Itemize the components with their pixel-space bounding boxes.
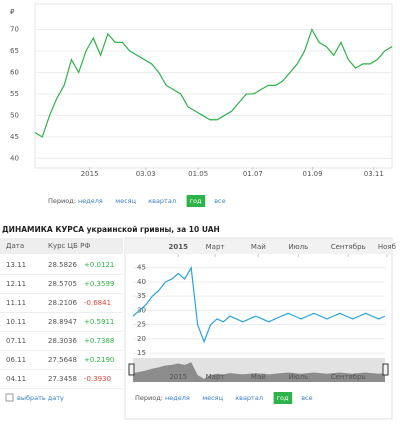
x-tick-label: 2015	[168, 243, 188, 251]
date-picker-link[interactable]: выбрать дату	[17, 394, 64, 402]
y-tick-label: 70	[10, 25, 19, 33]
period-label: Период:	[135, 394, 163, 402]
cell-date: 10.11	[6, 318, 26, 326]
period-option[interactable]: месяц	[115, 197, 136, 205]
navigator-handle[interactable]	[382, 363, 389, 376]
cell-change: +0.0121	[84, 261, 114, 269]
y-unit: ₽	[10, 8, 15, 16]
navigator-label: 2015	[169, 373, 187, 381]
y-tick-label: 20	[137, 335, 146, 343]
cell-rate: 28.5705	[48, 280, 77, 288]
top-plot-frame	[34, 3, 393, 169]
cell-date: 04.11	[6, 375, 26, 383]
y-tick-label: 55	[10, 90, 19, 98]
period-option[interactable]: неделя	[78, 197, 103, 205]
cell-change: -0.6841	[84, 299, 111, 307]
x-tick-label: 01.05	[188, 170, 208, 178]
x-tick-label: Июль	[289, 243, 309, 251]
cell-change: +0.5911	[84, 318, 114, 326]
y-tick-label: 60	[10, 68, 19, 76]
cell-rate: 28.2106	[48, 299, 77, 307]
y-tick-label: 15	[137, 349, 146, 357]
cell-date: 12.11	[6, 280, 26, 288]
navigator-label: Май	[251, 373, 266, 381]
period-option[interactable]: квартал	[235, 394, 263, 402]
bottom-chart-header	[126, 239, 391, 254]
period-option[interactable]: квартал	[148, 197, 176, 205]
period-label: Период:	[48, 197, 76, 205]
x-tick-label: Сентябрь	[331, 243, 366, 251]
y-tick-label: 35	[137, 292, 146, 300]
x-tick-label: 03.03	[136, 170, 156, 178]
y-tick-label: 45	[10, 133, 19, 141]
section-title: ДИНАМИКА КУРСА украинской гривны, за 10 …	[2, 225, 220, 234]
y-tick-label: 65	[10, 47, 19, 55]
y-tick-label: 30	[137, 306, 146, 314]
cell-rate: 27.5648	[48, 356, 77, 364]
calendar-icon	[5, 393, 14, 402]
y-tick-label: 50	[10, 111, 19, 119]
cell-date: 06.11	[6, 356, 26, 364]
y-tick-label: 40	[10, 154, 19, 162]
period-option[interactable]: все	[301, 394, 312, 402]
navigator-area	[133, 362, 385, 382]
table-header: Дата	[6, 242, 24, 250]
bottom-chart-frame	[124, 237, 393, 420]
x-tick-label: 01.07	[243, 170, 263, 178]
data-line	[132, 265, 386, 344]
y-tick-label: 25	[137, 321, 146, 329]
table-header-bg	[0, 238, 123, 254]
period-active-bg[interactable]	[273, 392, 293, 404]
period-active-bg[interactable]	[186, 195, 206, 207]
cell-date: 07.11	[6, 337, 26, 345]
x-tick-label: Март	[206, 243, 225, 251]
x-tick-label: 03.11	[364, 170, 384, 178]
period-option[interactable]: неделя	[165, 394, 190, 402]
navigator-label: Март	[206, 373, 225, 381]
cell-date: 13.11	[6, 261, 26, 269]
cell-rate: 28.3036	[48, 337, 77, 345]
cell-rate: 28.8947	[48, 318, 77, 326]
table-header: Курс ЦБ РФ	[48, 242, 90, 250]
x-tick-label: Май	[251, 243, 266, 251]
navigator-label: Июль	[289, 373, 309, 381]
period-option[interactable]: месяц	[202, 394, 223, 402]
x-tick-label: Нояб	[378, 243, 396, 251]
cell-rate: 28.5826	[48, 261, 77, 269]
cell-date: 11.11	[6, 299, 26, 307]
navigator-label: Сентябрь	[331, 373, 366, 381]
navigator-handle[interactable]	[128, 363, 135, 376]
x-tick-label: 2015	[81, 170, 99, 178]
period-option[interactable]: год	[277, 394, 289, 402]
cell-change: +0.3599	[84, 280, 114, 288]
y-tick-label: 40	[137, 278, 146, 286]
y-tick-label: 45	[137, 264, 146, 272]
cell-rate: 27.3458	[48, 375, 77, 383]
period-option[interactable]: год	[190, 197, 202, 205]
x-tick-label: 01.09	[303, 170, 323, 178]
cell-change: -0.3930	[84, 375, 111, 383]
cell-change: +0.7388	[84, 337, 114, 345]
data-line	[34, 28, 393, 138]
cell-change: +0.2190	[84, 356, 114, 364]
period-option[interactable]: все	[214, 197, 225, 205]
